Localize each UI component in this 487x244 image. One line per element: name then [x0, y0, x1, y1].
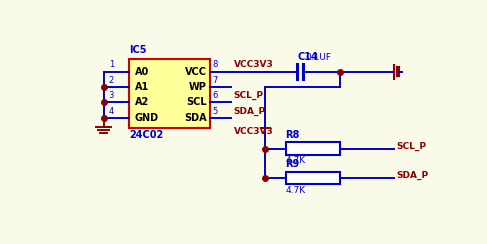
Text: IC5: IC5 [129, 45, 147, 55]
Text: SDA_P: SDA_P [234, 106, 266, 115]
Text: A0: A0 [134, 67, 149, 77]
Text: 4.7K: 4.7K [285, 156, 306, 165]
Bar [285, 172, 340, 184]
Text: VCC3V3: VCC3V3 [234, 60, 273, 69]
Text: 6: 6 [213, 91, 218, 100]
Text: WP: WP [188, 82, 206, 92]
Text: 24C02: 24C02 [129, 130, 163, 140]
Text: VCC3V3: VCC3V3 [234, 127, 273, 136]
Text: R8: R8 [285, 130, 300, 140]
Text: 4: 4 [109, 107, 114, 115]
Text: VCC: VCC [185, 67, 206, 77]
Text: R9: R9 [285, 159, 300, 169]
Text: 5: 5 [213, 107, 218, 115]
Text: 2: 2 [109, 76, 114, 85]
Text: SDA_P: SDA_P [396, 171, 429, 180]
Text: 7: 7 [213, 76, 218, 85]
Bar [129, 59, 210, 128]
Text: 1: 1 [109, 60, 114, 69]
Text: C14: C14 [297, 52, 318, 62]
Text: SCL_P: SCL_P [396, 142, 427, 151]
Text: SCL: SCL [186, 97, 206, 107]
Text: 4.7K: 4.7K [285, 186, 306, 195]
Text: 0.1UF: 0.1UF [305, 53, 331, 62]
Text: SDA: SDA [184, 113, 206, 123]
Text: A1: A1 [134, 82, 149, 92]
Text: 8: 8 [213, 60, 218, 69]
Text: 3: 3 [109, 91, 114, 100]
Text: A2: A2 [134, 97, 149, 107]
Bar [285, 142, 340, 155]
Text: GND: GND [134, 113, 159, 123]
Text: SCL_P: SCL_P [234, 91, 263, 100]
